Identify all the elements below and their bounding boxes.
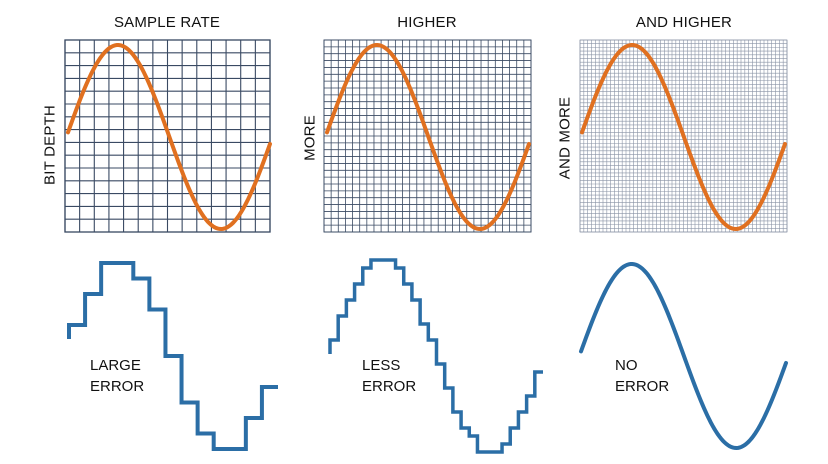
error-label-line1: LESS [362,357,401,374]
error-label-line1: NO [615,357,638,374]
column-title-higher: HIGHER [397,14,457,31]
staircase-less-error [328,258,543,454]
sine-wave-sample-rate [66,43,272,232]
grid-and-higher [579,39,788,233]
grid-sample-rate [64,39,271,233]
error-label-none: NO ERROR [615,355,669,397]
sine-wave-and-higher [580,43,787,232]
staircase-large-error [67,261,278,451]
column-title-sample-rate: SAMPLE RATE [113,14,221,31]
error-label-less: LESS ERROR [362,355,416,397]
grid-border [579,39,788,233]
error-label-large: LARGE ERROR [90,355,144,397]
grid-border [64,39,271,233]
error-label-line2: ERROR [362,378,417,395]
column-title-and-higher: AND HIGHER [635,14,733,31]
smooth-wave-no-error [579,262,788,451]
error-label-line2: ERROR [90,378,145,395]
error-label-line2: ERROR [615,378,670,395]
error-label-line1: LARGE [90,357,141,374]
grid-border [323,39,532,233]
grid-higher [323,39,532,233]
sine-wave-higher [325,43,531,232]
